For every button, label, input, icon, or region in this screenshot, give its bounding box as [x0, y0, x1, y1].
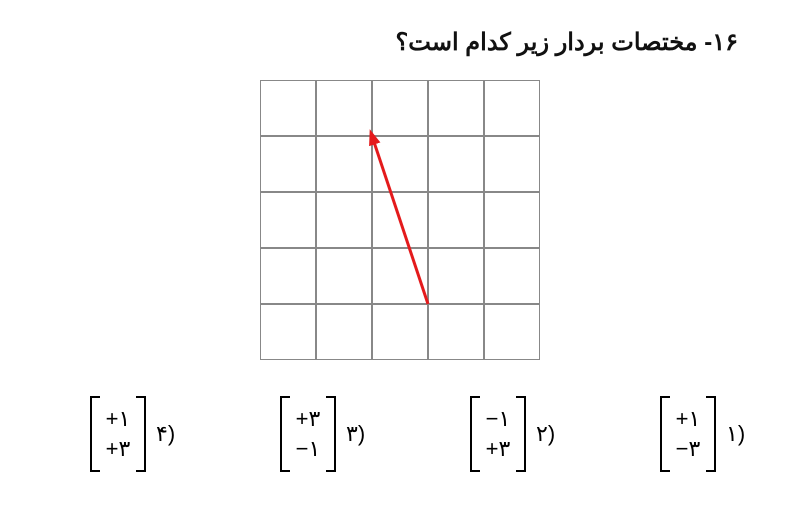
- bracket-left-icon: [470, 396, 480, 471]
- bracket-right-icon: [516, 396, 526, 471]
- question-number: ۱۶-: [704, 29, 738, 56]
- matrix-top: +۱: [676, 404, 701, 434]
- option-3-label: (۳: [346, 421, 365, 447]
- vector-grid: [260, 80, 540, 360]
- matrix-inner: +۱ +۳: [100, 402, 136, 465]
- matrix-top: −۱: [486, 404, 511, 434]
- bracket-left-icon: [660, 396, 670, 471]
- option-4: +۱ +۳ (۴: [90, 389, 175, 479]
- question-title: ۱۶- مختصات بردار زیر کدام است؟: [396, 28, 738, 57]
- bracket-right-icon: [136, 396, 146, 471]
- option-2-matrix: −۱ +۳: [470, 396, 526, 471]
- option-3: +۳ −۱ (۳: [280, 389, 365, 479]
- options-row: +۱ −۳ (۱ −۱ +۳ (۲ +۳: [0, 389, 798, 479]
- matrix-inner: −۱ +۳: [480, 402, 516, 465]
- option-1-label: (۱: [726, 421, 745, 447]
- bracket-left-icon: [90, 396, 100, 471]
- matrix-top: +۳: [296, 404, 321, 434]
- question-text: مختصات بردار زیر کدام است؟: [396, 29, 698, 56]
- matrix-bottom: +۳: [106, 434, 131, 464]
- option-4-matrix: +۱ +۳: [90, 396, 146, 471]
- matrix-bottom: −۳: [676, 434, 701, 464]
- bracket-left-icon: [280, 396, 290, 471]
- bracket-right-icon: [326, 396, 336, 471]
- option-2-label: (۲: [536, 421, 555, 447]
- matrix-inner: +۱ −۳: [670, 402, 706, 465]
- vector-arrow: [260, 80, 540, 360]
- matrix-bottom: +۳: [486, 434, 511, 464]
- option-2: −۱ +۳ (۲: [470, 389, 555, 479]
- option-1: +۱ −۳ (۱: [660, 389, 745, 479]
- option-4-label: (۴: [156, 421, 175, 447]
- option-3-matrix: +۳ −۱: [280, 396, 336, 471]
- matrix-bottom: −۱: [296, 434, 321, 464]
- option-1-matrix: +۱ −۳: [660, 396, 716, 471]
- page: ۱۶- مختصات بردار زیر کدام است؟ +۱ −۳ (۱ …: [0, 0, 798, 519]
- bracket-right-icon: [706, 396, 716, 471]
- matrix-inner: +۳ −۱: [290, 402, 326, 465]
- matrix-top: +۱: [106, 404, 131, 434]
